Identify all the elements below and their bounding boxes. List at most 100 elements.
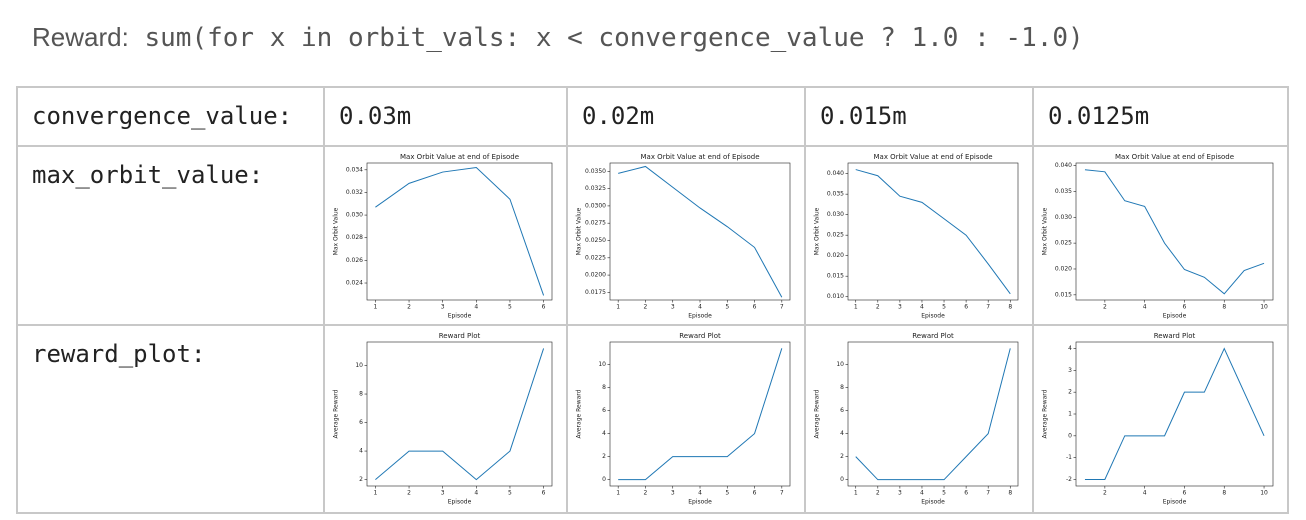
y-tick-label: 3 (1068, 367, 1072, 374)
y-tick-label: 10 (355, 362, 363, 369)
y-tick-label: 0.0300 (585, 202, 606, 209)
x-tick-label: 4 (1143, 304, 1147, 311)
y-tick-label: 4 (1068, 345, 1072, 352)
x-tick-label: 1 (616, 304, 620, 311)
y-tick-label: 0.020 (1055, 265, 1072, 272)
y-axis-label: Max Orbit Value (576, 207, 583, 255)
x-tick-label: 2 (1103, 304, 1107, 311)
chart: Reward Plot Episode Average Reward 1 2 3 4 5 6 7 8… (814, 332, 1019, 506)
x-tick-label: 7 (986, 490, 990, 497)
x-tick-label: 1 (616, 490, 620, 497)
y-tick-label: 0.0350 (585, 168, 606, 175)
x-tick-label: 1 (854, 490, 858, 497)
chart-title: Max Orbit Value at end of Episode (1115, 153, 1234, 161)
y-tick-label: 2 (602, 453, 606, 460)
chart-title: Reward Plot (912, 332, 954, 340)
results-table: convergence_value: 0.03m 0.02m 0.015m 0.… (16, 86, 1289, 514)
x-tick-label: 5 (942, 490, 946, 497)
x-tick-label: 3 (671, 304, 675, 311)
y-tick-label: 10 (836, 361, 844, 368)
y-tick-label: -1 (1066, 454, 1072, 461)
chart-title: Reward Plot (439, 332, 481, 340)
data-line (855, 169, 1011, 295)
x-tick-label: 3 (898, 490, 902, 497)
chart-cell: Reward Plot Episode Average Reward 2 4 6 8 10 -2… (1032, 324, 1289, 514)
x-tick-label: 7 (780, 490, 784, 497)
data-line (855, 348, 1011, 481)
x-axis-label: Episode (688, 499, 712, 506)
reward-row: reward_plot: Reward Plot Episode Average R… (16, 324, 1289, 514)
x-tick-label: 3 (898, 304, 902, 311)
x-tick-label: 4 (698, 304, 702, 311)
x-tick-label: 1 (854, 304, 858, 311)
y-tick-label: -2 (1066, 476, 1072, 483)
x-axis-label: Episode (921, 499, 945, 506)
x-tick-label: 1 (373, 490, 377, 497)
chart-cell: Max Orbit Value at end of Episode Episode… (323, 145, 568, 326)
plot-frame (847, 341, 1019, 487)
y-tick-label: 6 (840, 407, 844, 414)
y-tick-label: 0.015 (827, 273, 844, 280)
x-tick-label: 6 (964, 490, 968, 497)
plot-frame (366, 162, 553, 301)
y-tick-label: 0 (840, 476, 844, 483)
chart: Max Orbit Value at end of Episode Episode… (333, 153, 553, 320)
x-tick-label: 10 (1260, 304, 1268, 311)
chart: Reward Plot Episode Average Reward 1 2 3 4 5 6 7 0… (576, 332, 791, 506)
y-tick-label: 0.028 (346, 234, 363, 241)
y-tick-label: 8 (602, 384, 606, 391)
plot-frame (366, 341, 553, 487)
x-tick-label: 3 (671, 490, 675, 497)
plot-frame (847, 162, 1019, 301)
x-tick-label: 3 (441, 304, 445, 311)
x-tick-label: 6 (1183, 304, 1187, 311)
y-axis-label: Average Reward (1042, 389, 1049, 438)
x-tick-label: 10 (1260, 490, 1268, 497)
chart-cell: Max Orbit Value at end of Episode Episode… (804, 145, 1034, 326)
x-tick-label: 2 (1103, 490, 1107, 497)
x-tick-label: 4 (920, 490, 924, 497)
data-line (618, 165, 783, 298)
y-tick-label: 4 (840, 430, 844, 437)
y-tick-label: 0.020 (827, 252, 844, 259)
row-label: convergence_value: (16, 86, 325, 147)
x-tick-label: 4 (474, 490, 478, 497)
x-axis-label: Episode (448, 313, 472, 320)
x-tick-label: 7 (986, 304, 990, 311)
x-tick-label: 4 (474, 304, 478, 311)
y-tick-label: 0.0175 (585, 289, 606, 296)
plot-frame (1075, 162, 1274, 301)
chart-cell: Reward Plot Episode Average Reward 1 2 3 4 5 6 7 0… (566, 324, 806, 514)
y-tick-label: 0.035 (827, 191, 844, 198)
chart-title: Reward Plot (1154, 332, 1196, 340)
data-line (1084, 169, 1265, 295)
x-tick-label: 5 (508, 304, 512, 311)
y-tick-label: 0.015 (1055, 291, 1072, 298)
x-tick-label: 6 (753, 490, 757, 497)
column-header: 0.03m (323, 86, 568, 147)
x-tick-label: 6 (753, 304, 757, 311)
chart-cell: Reward Plot Episode Average Reward 1 2 3 4 5 6 7 8… (804, 324, 1034, 514)
plot-frame (609, 341, 791, 487)
y-tick-label: 0.026 (346, 257, 363, 264)
y-tick-label: 0.0275 (585, 220, 606, 227)
y-tick-label: 2 (840, 453, 844, 460)
chart: Reward Plot Episode Average Reward 1 2 3 4 5 6 2 4… (333, 332, 553, 506)
y-axis-label: Max Orbit Value (1042, 207, 1049, 255)
x-axis-label: Episode (448, 499, 472, 506)
chart-title: Max Orbit Value at end of Episode (873, 153, 992, 161)
y-tick-label: 8 (840, 384, 844, 391)
y-tick-label: 1 (1068, 411, 1072, 418)
y-tick-label: 0.0225 (585, 254, 606, 261)
chart-cell: Max Orbit Value at end of Episode Episode… (1032, 145, 1289, 326)
y-tick-label: 0.025 (827, 232, 844, 239)
y-tick-label: 0.024 (346, 280, 363, 287)
y-tick-label: 0.032 (346, 189, 363, 196)
chart-cell: Reward Plot Episode Average Reward 1 2 3 4 5 6 2 4… (323, 324, 568, 514)
column-header: 0.0125m (1032, 86, 1289, 147)
y-tick-label: 6 (359, 419, 363, 426)
y-axis-label: Average Reward (333, 389, 340, 438)
x-tick-label: 2 (407, 304, 411, 311)
x-axis-label: Episode (688, 313, 712, 320)
orbit-row: max_orbit_value: Max Orbit Value at end … (16, 145, 1289, 326)
